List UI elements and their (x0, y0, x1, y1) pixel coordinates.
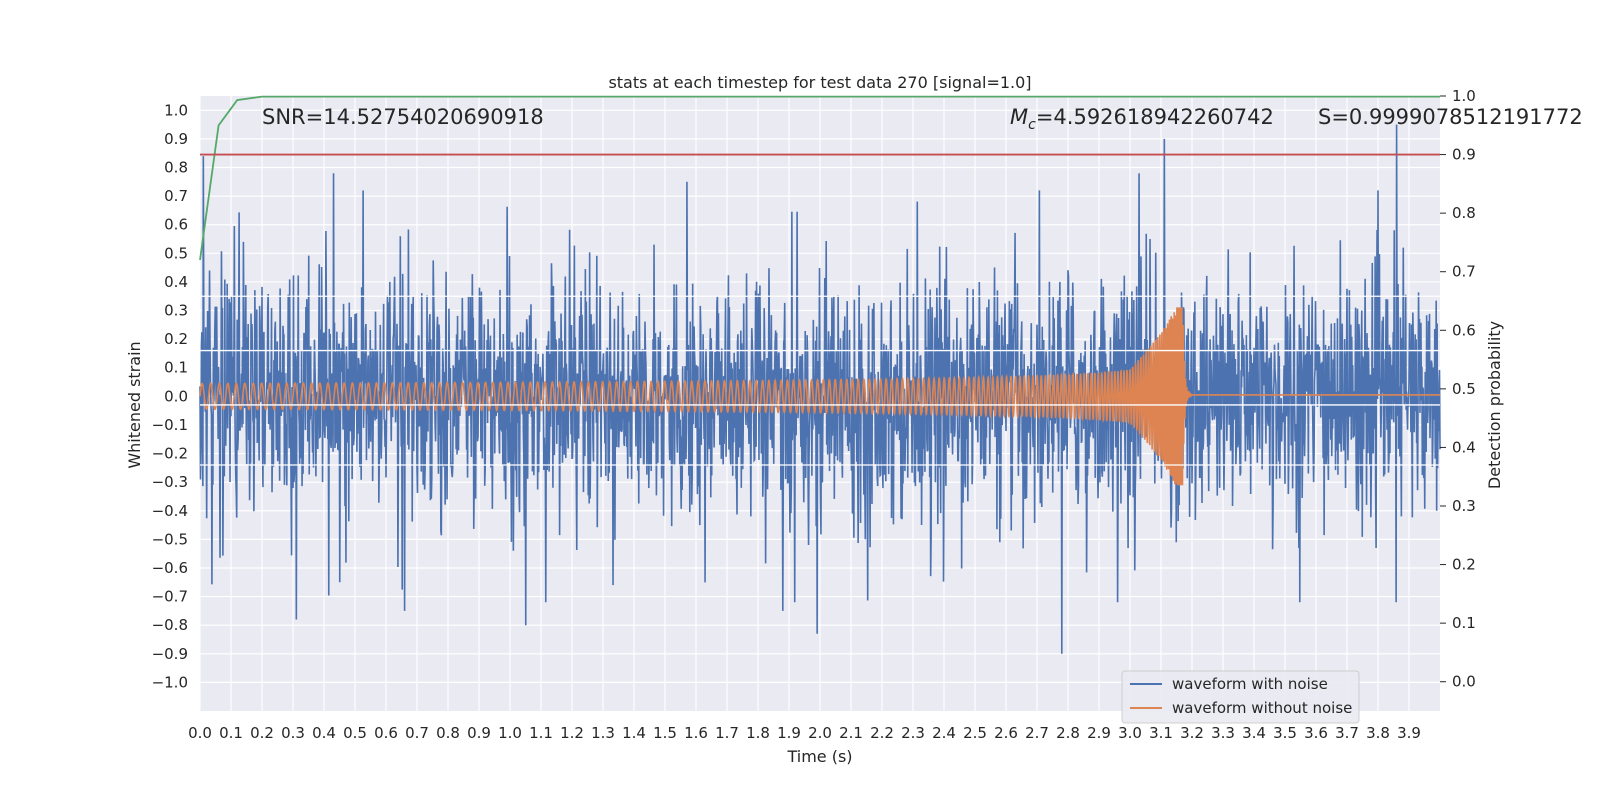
x-tick-label: 0.1 (219, 724, 243, 742)
x-tick-label: 0.7 (405, 724, 429, 742)
y-tick-label: −0.6 (152, 559, 188, 577)
y-axis-label: Whitened strain (125, 341, 144, 468)
y-tick-label: 0.6 (164, 216, 188, 234)
x-tick-label: 1.8 (746, 724, 770, 742)
snr-annotation: SNR=14.52754020690918 (262, 105, 544, 129)
s-annotation: S=0.9999078512191772 (1318, 105, 1583, 129)
x-tick-label: 2.1 (839, 724, 863, 742)
y2-tick-label: 1.0 (1452, 87, 1476, 105)
x-tick-label: 0.6 (374, 724, 398, 742)
x-axis-label: Time (s) (786, 747, 852, 766)
legend: waveform with noise waveform without noi… (1121, 670, 1360, 724)
y-tick-label: 0.8 (164, 159, 188, 177)
x-tick-label: 2.0 (808, 724, 832, 742)
y-tick-label: −0.3 (152, 473, 188, 491)
x-tick-label: 2.3 (901, 724, 925, 742)
x-tick-label: 1.9 (777, 724, 801, 742)
x-tick-label: 3.9 (1397, 724, 1421, 742)
x-tick-label: 0.5 (343, 724, 367, 742)
y2-tick-label: 0.0 (1452, 673, 1476, 691)
y-tick-label: 0.1 (164, 359, 188, 377)
x-tick-label: 3.5 (1273, 724, 1297, 742)
x-tick-label: 1.4 (622, 724, 646, 742)
y-tick-label: −0.8 (152, 616, 188, 634)
chart-title: stats at each timestep for test data 270… (608, 73, 1031, 92)
chirp-mass-value: =4.592618942260742 (1036, 105, 1274, 129)
legend-label-clean: waveform without noise (1172, 699, 1352, 717)
y-tick-label: −0.2 (152, 445, 188, 463)
x-tick-label: 0.3 (281, 724, 305, 742)
x-tick-label: 3.0 (1118, 724, 1142, 742)
y-tick-label: 0.2 (164, 330, 188, 348)
x-tick-label: 2.7 (1025, 724, 1049, 742)
y-tick-label: −0.4 (152, 502, 188, 520)
x-tick-label: 3.8 (1366, 724, 1390, 742)
y2-tick-label: 0.9 (1452, 146, 1476, 164)
y-tick-label: 0.4 (164, 273, 188, 291)
legend-box (1121, 670, 1360, 724)
x-tick-label: 1.3 (591, 724, 615, 742)
y-tick-label: 0.0 (164, 387, 188, 405)
y2-axis-label: Detection probability (1485, 321, 1504, 489)
y-axis-ticks: 1.0 0.9 0.8 0.7 0.6 0.5 0.4 0.3 0.2 0.1 0.0 −0.1 −0.… (152, 101, 188, 691)
x-tick-label: 1.0 (498, 724, 522, 742)
x-tick-label: 0.2 (250, 724, 274, 742)
x-tick-label: 2.8 (1056, 724, 1080, 742)
y-tick-label: −0.5 (152, 530, 188, 548)
chirp-mass-annotation: Mc=4.592618942260742 (1010, 105, 1274, 133)
y-tick-label: 1.0 (164, 101, 188, 119)
series-waveform-without-noise (199, 307, 1440, 486)
x-tick-label: 2.6 (994, 724, 1018, 742)
y2-tick-label: 0.1 (1452, 614, 1476, 632)
y2-tick-label: 0.8 (1452, 204, 1476, 222)
y-tick-label: 0.7 (164, 187, 188, 205)
x-tick-label: 2.5 (963, 724, 987, 742)
chirp-mass-subscript: c (1028, 117, 1036, 133)
x-tick-label: 0.8 (436, 724, 460, 742)
y2-tick-label: 0.3 (1452, 497, 1476, 515)
y-tick-label: 0.9 (164, 130, 188, 148)
x-tick-label: 3.1 (1149, 724, 1173, 742)
y2-axis-ticks: 1.0 0.9 0.8 0.7 0.6 0.5 0.4 0.3 0.2 0.1 0.0 (1440, 87, 1476, 691)
y-tick-label: 0.5 (164, 244, 188, 262)
x-tick-label: 2.9 (1087, 724, 1111, 742)
y2-tick-label: 0.5 (1452, 380, 1476, 398)
y-tick-label: −0.1 (152, 416, 188, 434)
y-tick-label: −0.9 (152, 645, 188, 663)
y-tick-label: −1.0 (152, 673, 188, 691)
x-tick-label: 1.5 (653, 724, 677, 742)
x-tick-label: 0.4 (312, 724, 336, 742)
legend-label-noise: waveform with noise (1172, 675, 1328, 693)
x-tick-label: 3.6 (1304, 724, 1328, 742)
x-tick-label: 1.1 (529, 724, 553, 742)
y2-tick-label: 0.7 (1452, 263, 1476, 281)
series-detection-probability (199, 95, 1440, 261)
x-tick-label: 3.3 (1211, 724, 1235, 742)
x-tick-label: 1.6 (684, 724, 708, 742)
y2-tick-label: 0.2 (1452, 556, 1476, 574)
x-tick-label: 0.0 (188, 724, 212, 742)
white-reference-lines (200, 295, 1440, 466)
detection-probability-line (199, 95, 1440, 261)
x-tick-label: 3.7 (1335, 724, 1359, 742)
x-tick-label: 1.2 (560, 724, 584, 742)
chirp-mass-symbol: M (1010, 105, 1028, 129)
x-tick-label: 3.2 (1180, 724, 1204, 742)
x-axis-ticks: 0.0 0.1 0.2 0.3 0.4 0.5 0.6 0.7 0.8 0.9 1.0 1.1 1.2 1… (188, 724, 1421, 742)
x-tick-label: 0.9 (467, 724, 491, 742)
y2-tick-label: 0.4 (1452, 438, 1476, 456)
clean-waveform-line (199, 307, 1440, 486)
x-tick-label: 1.7 (715, 724, 739, 742)
y-tick-label: −0.7 (152, 588, 188, 606)
x-tick-label: 2.2 (870, 724, 894, 742)
x-tick-label: 3.4 (1242, 724, 1266, 742)
y-tick-label: 0.3 (164, 302, 188, 320)
y2-tick-label: 0.6 (1452, 321, 1476, 339)
x-tick-label: 2.4 (932, 724, 956, 742)
